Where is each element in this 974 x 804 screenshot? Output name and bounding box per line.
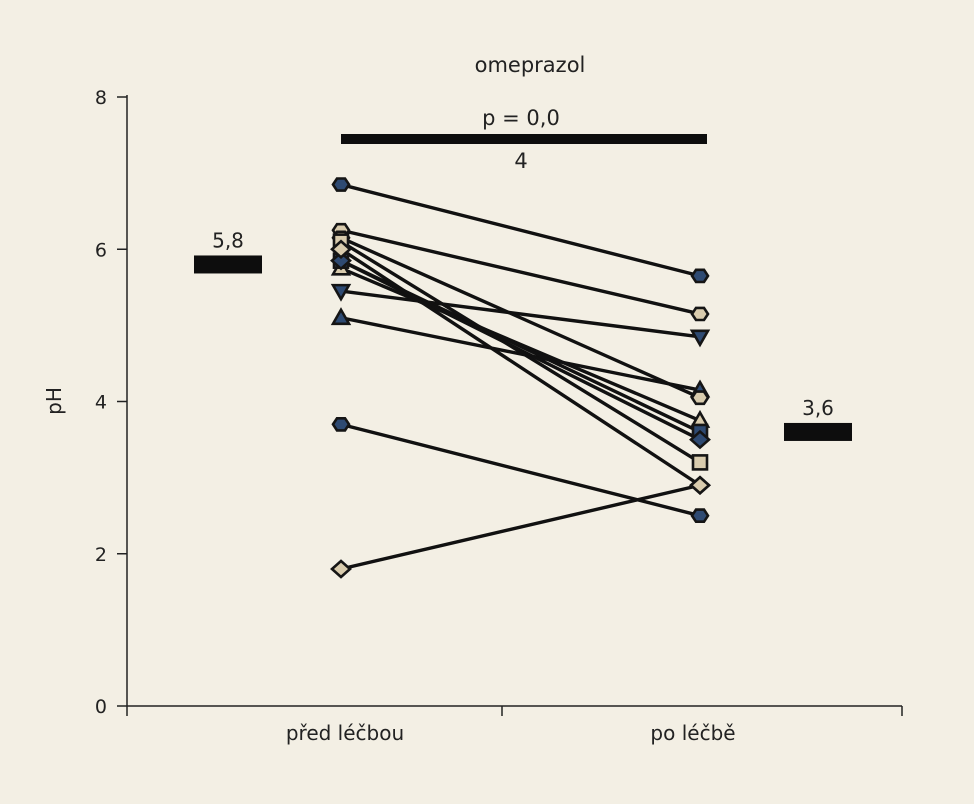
marker-after xyxy=(690,306,710,322)
marker-after xyxy=(690,268,710,284)
mean-bar xyxy=(784,422,852,441)
y-tick-label: 6 xyxy=(95,239,107,261)
y-tick-label: 8 xyxy=(95,87,107,109)
marker-after xyxy=(689,329,711,348)
y-ticks: 0 2 4 6 8 xyxy=(95,87,127,718)
pair-line xyxy=(339,289,702,339)
marker-after xyxy=(690,508,710,524)
marker-after xyxy=(690,390,710,406)
p-value-line2: 4 xyxy=(514,149,527,173)
pair-line xyxy=(339,266,702,423)
mean-label: 3,6 xyxy=(802,396,834,420)
pair-line xyxy=(339,239,702,465)
pair-line xyxy=(339,422,702,518)
y-tick-label: 0 xyxy=(95,696,107,718)
p-value-line1: p = 0,0 xyxy=(482,106,560,130)
marker-after xyxy=(689,475,711,495)
mean-bar xyxy=(194,255,262,274)
marker-before xyxy=(330,250,352,271)
pair-line xyxy=(339,236,702,400)
marker-before xyxy=(330,283,352,302)
pair-line xyxy=(339,228,702,316)
axes xyxy=(126,95,903,716)
mean-label: 5,8 xyxy=(212,228,244,252)
marker-before xyxy=(330,559,352,579)
marker-before xyxy=(331,416,351,432)
y-tick-label: 2 xyxy=(95,544,107,566)
marker-before xyxy=(330,239,352,259)
pair-line xyxy=(339,483,702,571)
pair-lines xyxy=(339,182,702,571)
means: 5,8 3,6 xyxy=(194,228,852,441)
y-tick-label: 4 xyxy=(95,392,107,414)
category-label-before: před léčbou xyxy=(286,721,404,745)
significance-bar xyxy=(341,134,707,144)
markers xyxy=(330,177,711,579)
marker-before xyxy=(331,177,351,192)
chart-title: omeprazol xyxy=(475,53,586,77)
category-label-after: po léčbě xyxy=(650,721,735,745)
marker-before xyxy=(330,307,352,326)
pair-line xyxy=(339,247,702,487)
marker-after xyxy=(689,429,711,450)
p-value-annotation: p = 0,0 4 xyxy=(341,106,707,173)
marker-after xyxy=(691,454,709,471)
y-axis-label: pH xyxy=(42,387,66,415)
pair-line xyxy=(339,182,702,278)
